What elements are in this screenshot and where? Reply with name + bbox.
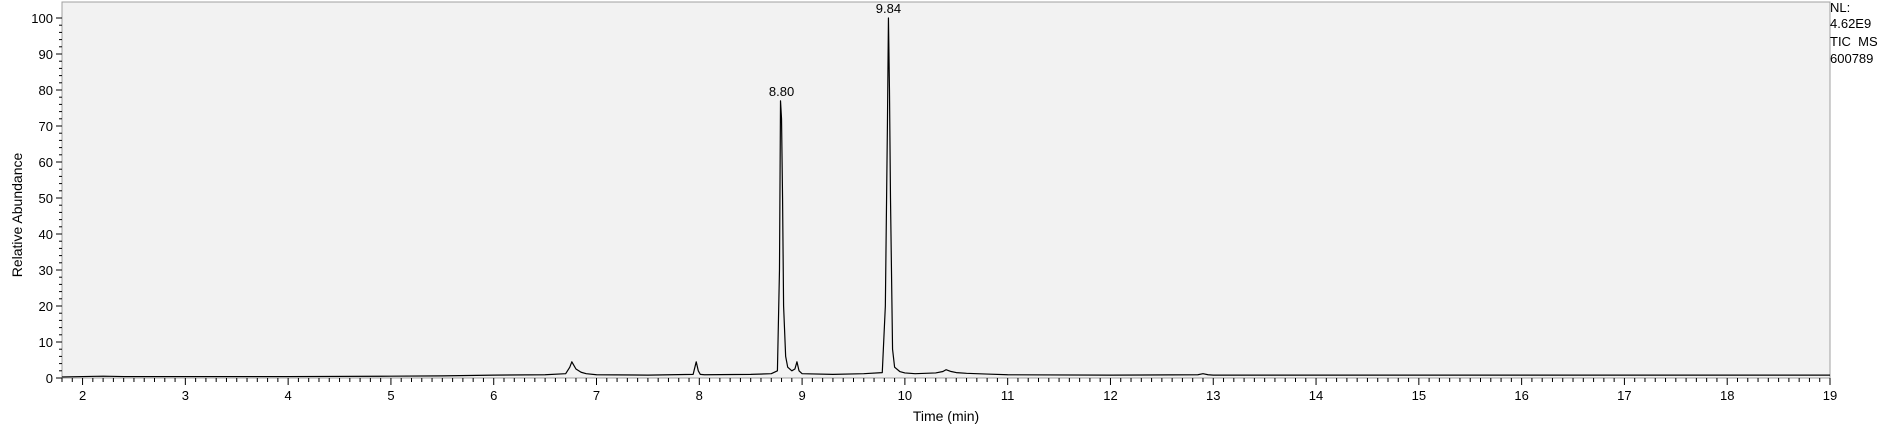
- y-tick-label: 20: [39, 299, 53, 314]
- x-tick-label: 16: [1514, 388, 1528, 403]
- chromatogram-trace: [61, 17, 1830, 378]
- x-axis: 2 3 4 5 6 7 8 9 10 11 12 13 14 15 16 17 18 19: [61, 378, 1837, 403]
- x-tick-label: 17: [1617, 388, 1631, 403]
- y-tick-label: 50: [39, 191, 53, 206]
- x-tick-label: 11: [1001, 388, 1015, 403]
- peak-label: 9.84: [876, 1, 901, 16]
- peak-label: 8.80: [769, 84, 794, 99]
- x-tick-label: 8: [696, 388, 703, 403]
- y-tick-label: 100: [31, 11, 53, 26]
- y-axis: 0 10 20 30 40 50 60 70 80 90 100: [31, 11, 62, 386]
- x-tick-label: 15: [1412, 388, 1426, 403]
- x-axis-label: Time (min): [913, 408, 979, 424]
- x-tick-label: 12: [1103, 388, 1117, 403]
- x-tick-label: 4: [285, 388, 292, 403]
- info-nl-label: NL:: [1830, 0, 1851, 15]
- info-nl-value: 4.62E9: [1830, 16, 1872, 31]
- traces: [61, 17, 1830, 378]
- x-tick-label: 19: [1823, 388, 1837, 403]
- y-axis-label: Relative Abundance: [9, 153, 25, 278]
- y-tick-label: 80: [39, 83, 53, 98]
- y-tick-label: 0: [46, 371, 53, 386]
- x-tick-label: 6: [490, 388, 497, 403]
- info-file-id: 600789: [1830, 51, 1874, 66]
- y-tick-label: 70: [39, 119, 53, 134]
- y-tick-label: 10: [39, 335, 53, 350]
- y-tick-label: 40: [39, 227, 53, 242]
- y-tick-label: 60: [39, 155, 53, 170]
- info-scan-type: TIC MS: [1830, 34, 1878, 49]
- x-tick-label: 5: [387, 388, 394, 403]
- x-tick-label: 2: [79, 388, 86, 403]
- y-tick-label: 90: [39, 47, 53, 62]
- x-tick-label: 7: [593, 388, 600, 403]
- x-tick-label: 10: [898, 388, 912, 403]
- y-tick-label: 30: [39, 263, 53, 278]
- peak-labels: 8.80 9.84: [769, 1, 901, 99]
- plot-area: [61, 1, 1831, 379]
- x-tick-label: 3: [182, 388, 189, 403]
- x-tick-label: 9: [798, 388, 805, 403]
- x-tick-label: 14: [1309, 388, 1323, 403]
- x-tick-label: 13: [1206, 388, 1220, 403]
- x-tick-label: 18: [1720, 388, 1734, 403]
